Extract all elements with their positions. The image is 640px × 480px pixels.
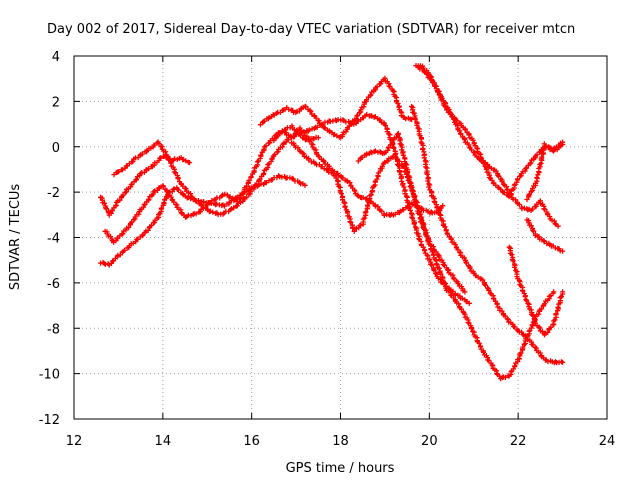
x-axis-label: GPS time / hours [286,461,395,476]
y-tick-label: 0 [52,141,60,156]
series-markers [257,75,415,140]
grid-layer [74,56,607,419]
x-tick-label: 18 [332,434,349,449]
y-tick-label: -2 [47,186,60,201]
y-tick-label: -8 [47,322,60,337]
satellite-track-8 [355,130,557,382]
y-tick-label: -6 [47,277,60,292]
series-markers [355,130,557,382]
satellite-track-6 [271,125,446,218]
y-tick-label: -4 [47,232,60,247]
series-markers [524,217,566,254]
y-tick-label: -10 [39,368,60,383]
x-tick-label: 16 [243,434,260,449]
y-tick-label: 4 [52,50,60,65]
chart-title: Day 002 of 2017, Sidereal Day-to-day VTE… [47,22,575,37]
satellite-track-1 [98,153,193,218]
series-markers [506,244,566,338]
series-markers [409,103,566,366]
series-markers [102,123,321,245]
series-markers [524,141,566,203]
satellite-track-3 [102,123,321,245]
satellite-track-14 [524,217,566,254]
x-tick-label: 14 [155,434,172,449]
series-markers [111,111,472,306]
y-tick-label: -12 [39,413,60,428]
series-markers [271,125,446,218]
satellite-track-13 [524,141,566,203]
x-tick-label: 22 [510,434,527,449]
satellite-track-5 [257,75,415,140]
x-tick-label: 20 [421,434,438,449]
satellite-track-4 [111,111,472,306]
satellite-track-12 [417,63,566,200]
y-tick-label: 2 [52,95,60,110]
satellite-track-10 [506,244,566,338]
x-tick-label: 12 [66,434,83,449]
y-axis-label: SDTVAR / TECUs [8,184,23,291]
series-markers [417,63,566,200]
series-layer [98,63,566,382]
series-markers [98,153,193,218]
x-tick-label: 24 [599,434,616,449]
satellite-track-9 [409,103,566,366]
